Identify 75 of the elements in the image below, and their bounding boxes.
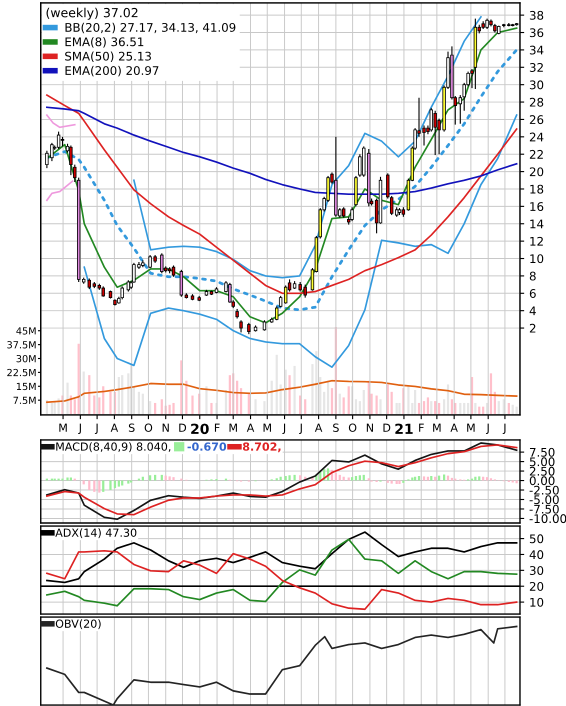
- y-tick-label: 22: [530, 150, 543, 159]
- x-tick-label: O: [348, 424, 356, 432]
- y-tick-label: 26: [530, 115, 544, 124]
- y-tick-label: 0.00: [530, 476, 555, 486]
- y-tick-label: 5.00: [530, 457, 555, 466]
- y-tick-label: 34: [530, 46, 544, 55]
- x-tick-label: M: [264, 424, 271, 432]
- y2-tick-label: 22.5M: [7, 368, 36, 376]
- y2-tick-label: 30M: [16, 354, 36, 362]
- x-tick-label: F: [419, 424, 424, 432]
- x-tick-label: F: [214, 424, 220, 432]
- y-tick-label: -10.00: [530, 514, 566, 524]
- y-tick-label: 10: [530, 598, 544, 607]
- y-tick-label: 4: [530, 306, 536, 316]
- y-tick-label: 32: [530, 63, 543, 72]
- y2-tick-label: 7.5M: [14, 396, 36, 404]
- y-tick-label: 14: [530, 220, 544, 228]
- x-tick-label: A: [314, 424, 322, 432]
- y-tick-label: 20: [530, 582, 544, 591]
- x-tick-label: A: [450, 424, 458, 432]
- y-tick-label: 16: [530, 202, 544, 212]
- legend-label: ADX(14) 47.30: [55, 528, 136, 538]
- y-tick-label: 28: [530, 98, 544, 107]
- legend-label: MACD(8,40,9) 8.040,: [56, 442, 170, 452]
- y-tick-label: 50: [530, 534, 544, 544]
- y-tick-label: 20: [530, 167, 544, 176]
- y-tick-label: 2.50: [530, 466, 555, 476]
- x-tick-label: M: [467, 424, 475, 432]
- legend-label: OBV(20): [56, 619, 101, 630]
- y-tick-label: 36: [530, 28, 544, 38]
- chart-title: (weekly) 37.02: [46, 8, 138, 20]
- x-tick-label: A: [246, 424, 254, 432]
- legend-label: 8.702,: [242, 442, 280, 452]
- y-tick-label: 30: [530, 566, 544, 575]
- legend-label: BB(20,2) 27.17, 34.13, 41.09: [66, 22, 236, 34]
- y-tick-label: 18: [530, 184, 544, 194]
- y-tick-label: 24: [530, 132, 544, 142]
- x-tick-label: J: [282, 424, 286, 434]
- x-tick-label: D: [383, 424, 390, 432]
- x-tick-label: J: [486, 424, 489, 434]
- y-tick-label: 38: [530, 10, 544, 20]
- x-tick-label: J: [78, 424, 81, 434]
- x-tick-label: A: [110, 424, 118, 432]
- legend-label: SMA(50) 25.13: [65, 52, 151, 62]
- y-tick-label: -7.50: [530, 504, 559, 514]
- x-tick-label: J: [299, 424, 302, 434]
- x-tick-label: 20: [191, 424, 209, 434]
- x-tick-label: M: [230, 424, 237, 432]
- x-tick-label: N: [366, 424, 373, 432]
- legend-label: -0.670: [188, 442, 226, 451]
- y2-tick-label: 37.5M: [7, 341, 36, 348]
- x-tick-label: D: [179, 424, 186, 432]
- y-tick-label: 6: [530, 289, 536, 298]
- y-tick-label: 2: [530, 324, 536, 333]
- y-tick-label: 8: [530, 272, 536, 281]
- x-tick-label: O: [144, 424, 152, 432]
- x-tick-label: M: [433, 424, 441, 432]
- legend-label: EMA(200) 20.97: [66, 66, 158, 76]
- x-tick-label: S: [333, 424, 339, 432]
- y2-tick-label: 45M: [16, 327, 36, 335]
- y-tick-label: 40: [530, 550, 544, 560]
- y-tick-label: 12: [530, 236, 543, 246]
- x-tick-label: J: [502, 424, 506, 434]
- x-tick-label: 21: [395, 424, 413, 434]
- legend-label: EMA(8) 36.51: [66, 37, 144, 48]
- y-tick-label: -5.00: [530, 495, 559, 504]
- x-tick-label: J: [94, 424, 98, 434]
- x-tick-label: S: [128, 424, 135, 432]
- y-tick-label: 7.50: [530, 448, 555, 457]
- y-tick-label: -2.50: [530, 486, 559, 495]
- x-tick-label: M: [59, 424, 67, 432]
- y-tick-label: 10: [530, 254, 544, 264]
- y-tick-label: 30: [530, 80, 544, 90]
- y2-tick-label: 15M: [16, 382, 36, 390]
- x-tick-label: N: [162, 424, 169, 432]
